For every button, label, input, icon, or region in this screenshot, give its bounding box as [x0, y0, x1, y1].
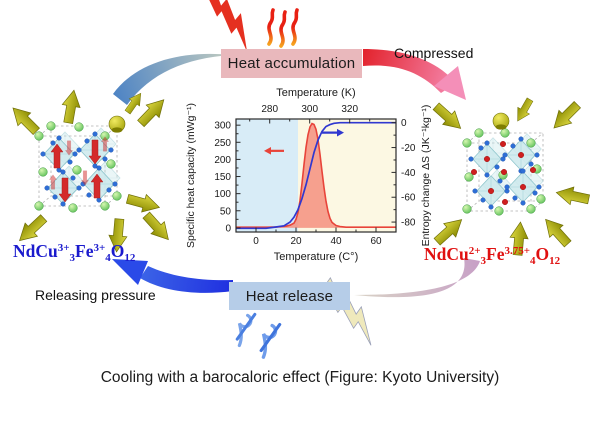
barocaloric-chart: 0 20 40 60 280 300 320 0 50 100 150 200 250 300 0 -20 -4…: [185, 87, 432, 263]
heat-waves-icon: [267, 8, 299, 48]
svg-text:50: 50: [220, 206, 232, 217]
svg-text:320: 320: [341, 104, 358, 115]
releasing-pressure-label: Releasing pressure: [35, 287, 156, 303]
svg-text:300: 300: [214, 121, 231, 132]
svg-text:150: 150: [214, 172, 231, 183]
svg-text:-40: -40: [401, 168, 416, 179]
svg-text:-60: -60: [401, 193, 416, 204]
svg-text:0: 0: [401, 118, 407, 129]
svg-text:Entropy change ΔS (JK⁻¹kg⁻¹): Entropy change ΔS (JK⁻¹kg⁻¹): [420, 105, 432, 247]
svg-text:0: 0: [253, 236, 259, 247]
compressed-label: Compressed: [394, 45, 474, 61]
arrow-right-crystal-to-heat-release: [354, 258, 480, 298]
arrow-compressed-to-right-crystal: [363, 49, 466, 100]
arrow-left-to-heat-accumulation: [113, 53, 231, 105]
svg-text:250: 250: [214, 138, 231, 149]
svg-text:Temperature (K): Temperature (K): [276, 87, 355, 99]
heat-release-box: Heat release: [229, 282, 350, 310]
svg-text:-20: -20: [401, 143, 416, 154]
svg-text:-80: -80: [401, 218, 416, 229]
svg-text:300: 300: [301, 104, 318, 115]
svg-text:200: 200: [214, 155, 231, 166]
svg-text:280: 280: [261, 104, 278, 115]
svg-text:100: 100: [214, 189, 231, 200]
svg-text:40: 40: [330, 236, 342, 247]
right-crystal-structure: [462, 128, 546, 216]
svg-text:Specific heat capacity (mWg⁻¹): Specific heat capacity (mWg⁻¹): [185, 103, 197, 248]
heat-release-label: Heat release: [245, 287, 334, 305]
right-compression-arrows: [429, 95, 591, 257]
cold-breeze-icon: [235, 312, 282, 359]
heat-accumulation-box: Heat accumulation: [221, 49, 362, 78]
figure-caption: Cooling with a barocaloric effect (Figur…: [100, 369, 500, 386]
svg-text:Temperature (C°): Temperature (C°): [274, 251, 358, 263]
left-expansion-arrows: [6, 88, 176, 254]
heat-lightning-icon: [192, 0, 268, 53]
right-material-formula: NdCu2+3Fe3.75+4O12: [424, 244, 561, 267]
heat-accumulation-label: Heat accumulation: [227, 55, 356, 72]
svg-text:60: 60: [370, 236, 382, 247]
arrow-releasing-to-left-crystal: [112, 259, 233, 293]
left-material-formula: NdCu3+3Fe3+4O12: [13, 241, 136, 264]
svg-text:0: 0: [225, 223, 231, 234]
svg-text:20: 20: [290, 236, 302, 247]
left-crystal-structure: [34, 121, 122, 213]
